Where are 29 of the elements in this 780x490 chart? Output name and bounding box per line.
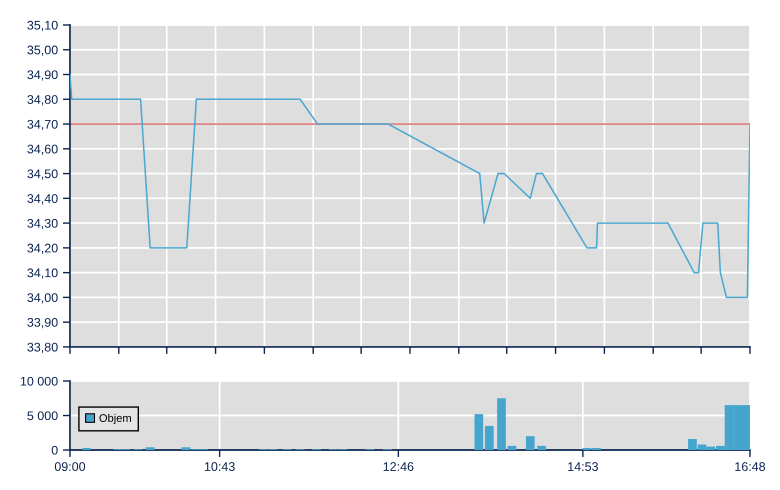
legend-label: Objem <box>99 414 131 424</box>
y-tick-label: 34,80 <box>27 95 58 106</box>
y-tick-label: 34,60 <box>27 144 58 155</box>
y-tick-label: 33,90 <box>27 318 58 328</box>
y-tick-label: 34,00 <box>27 293 58 304</box>
x-tick-label: 10:43 <box>204 462 235 472</box>
y-tick-label: 34,30 <box>27 218 58 230</box>
y-tick-label: 35,10 <box>27 20 58 32</box>
y-tick-label: 33,80 <box>27 342 58 354</box>
bar <box>484 426 494 450</box>
y-tick-label: 35,00 <box>27 46 58 56</box>
bar <box>474 414 484 450</box>
line-series <box>70 74 750 298</box>
y-tick-label: 34,70 <box>27 120 58 130</box>
y-tick-label: 34,90 <box>27 70 58 81</box>
x-tick-label: 09:00 <box>54 462 86 472</box>
bar <box>526 436 535 450</box>
x-tick-label: 14:53 <box>568 462 598 472</box>
y-tick-label: 34,50 <box>27 169 58 180</box>
y-tick-label: 34,20 <box>27 244 58 254</box>
y-tick-label: 34,40 <box>27 194 58 204</box>
y-tick-label: 5 000 <box>27 411 58 420</box>
y-tick-label: 0 <box>52 446 58 455</box>
bar <box>537 446 546 450</box>
y-tick-label: 34,10 <box>27 268 58 279</box>
x-tick-label: 16:48 <box>735 462 766 472</box>
bar <box>82 448 91 450</box>
x-tick-label: 12:46 <box>384 462 414 472</box>
y-tick-label: 10 000 <box>20 376 58 386</box>
